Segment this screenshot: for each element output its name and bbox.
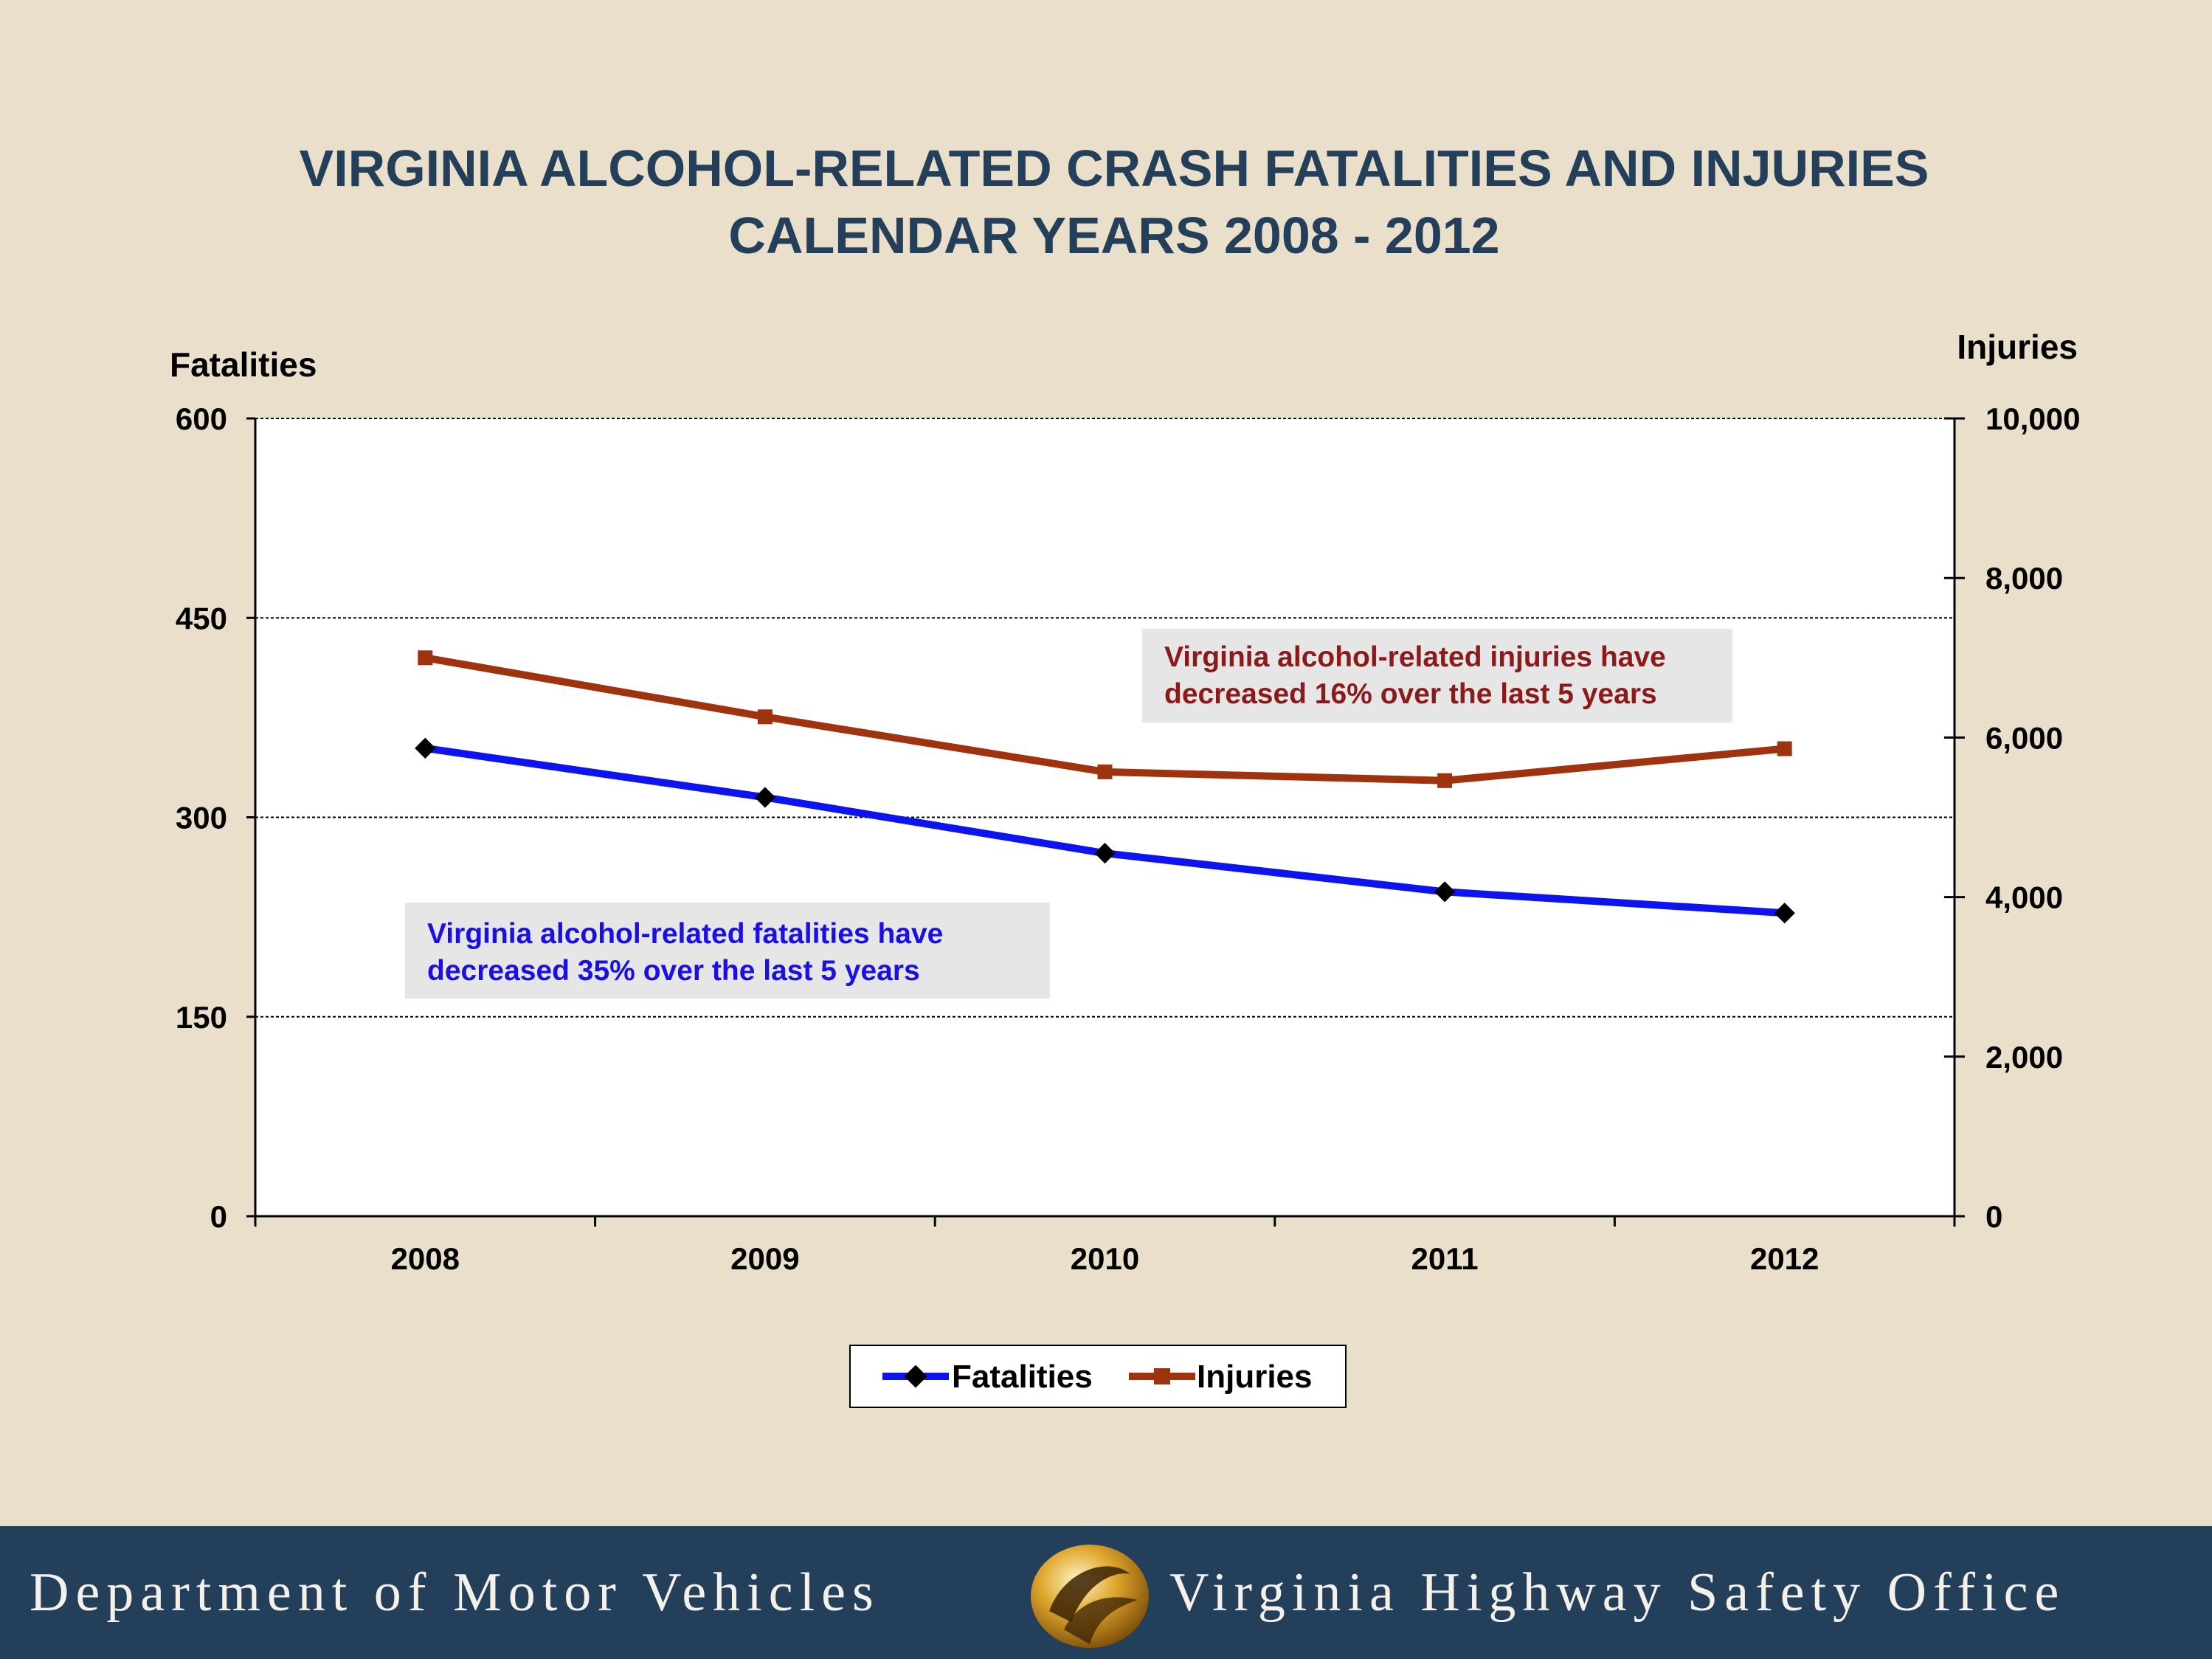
legend-fatalities-label: Fatalities <box>952 1359 1093 1395</box>
y-left-axis-title: Fatalities <box>170 345 317 384</box>
legend-fatalities-marker <box>904 1365 927 1388</box>
y-left-tick-labels: 0 150 300 450 600 <box>176 401 227 1234</box>
injuries-point <box>1437 773 1453 788</box>
y-left-tick-label: 300 <box>176 801 227 835</box>
injuries-annotation-line1: Virginia alcohol-related injuries have <box>1164 641 1666 673</box>
chart-subtitle: CALENDAR YEARS 2008 - 2012 <box>728 207 1499 264</box>
legend-injuries-label: Injuries <box>1197 1359 1313 1395</box>
injuries-point <box>1097 764 1113 779</box>
x-tick-label: 2009 <box>730 1241 799 1276</box>
series-fatalities <box>415 737 1795 924</box>
dmv-swirl-logo-icon <box>1031 1545 1149 1648</box>
footer-vhso-text: Virginia Highway Safety Office <box>1169 1562 2066 1623</box>
fatalities-annotation-line2: decreased 35% over the last 5 years <box>427 955 920 987</box>
fatalities-point <box>1094 843 1116 864</box>
legend-injuries-marker <box>1154 1368 1170 1384</box>
fatalities-point <box>415 737 436 759</box>
y-right-tick-labels: 0 2,000 4,000 6,000 8,000 10,000 <box>1985 401 2080 1234</box>
y-left-tick-label: 150 <box>176 1000 227 1035</box>
x-tick-label: 2010 <box>1071 1241 1139 1276</box>
fatalities-point <box>754 787 776 808</box>
fatalities-point <box>1774 903 1795 924</box>
y-right-tick-label: 4,000 <box>1985 880 2063 915</box>
chart: VIRGINIA ALCOHOL-RELATED CRASH FATALITIE… <box>170 139 2080 1408</box>
y-left-tick-label: 0 <box>210 1199 227 1234</box>
injuries-point <box>418 650 433 666</box>
footer-dmv-text: Department of Motor Vehicles <box>30 1562 880 1623</box>
x-tick-label: 2008 <box>391 1241 460 1276</box>
injuries-point <box>757 709 773 725</box>
fatalities-annotation-line1: Virginia alcohol-related fatalities have <box>427 918 943 950</box>
y-right-tick-label: 10,000 <box>1985 401 2080 436</box>
fatalities-annotation: Virginia alcohol-related fatalities have… <box>405 903 1050 998</box>
legend: Fatalities Injuries <box>849 1345 1347 1408</box>
y-right-tick-label: 2,000 <box>1985 1040 2063 1075</box>
injuries-annotation-line2: decreased 16% over the last 5 years <box>1164 678 1657 710</box>
y-right-tick-label: 6,000 <box>1985 720 2063 755</box>
axes <box>246 417 1965 1227</box>
x-tick-label: 2012 <box>1750 1241 1819 1276</box>
fatalities-point <box>1434 881 1456 903</box>
series-layer <box>415 650 1795 924</box>
series-injuries <box>418 650 1792 788</box>
injuries-point <box>1777 741 1792 756</box>
footer-banner: Department of Motor Vehicles Virginia Hi… <box>0 1526 2212 1659</box>
chart-title: VIRGINIA ALCOHOL-RELATED CRASH FATALITIE… <box>300 139 1929 197</box>
injuries-annotation: Virginia alcohol-related injuries have d… <box>1142 629 1732 722</box>
x-tick-label: 2011 <box>1411 1241 1479 1276</box>
x-tick-labels: 2008 2009 2010 2011 2012 <box>391 1241 1819 1276</box>
y-left-tick-label: 600 <box>176 401 227 436</box>
y-right-axis-title: Injuries <box>1957 328 2078 366</box>
y-left-tick-label: 450 <box>176 601 227 635</box>
y-right-tick-label: 8,000 <box>1985 561 2063 596</box>
gridlines <box>255 418 1954 1018</box>
y-right-tick-label: 0 <box>1985 1199 2002 1234</box>
